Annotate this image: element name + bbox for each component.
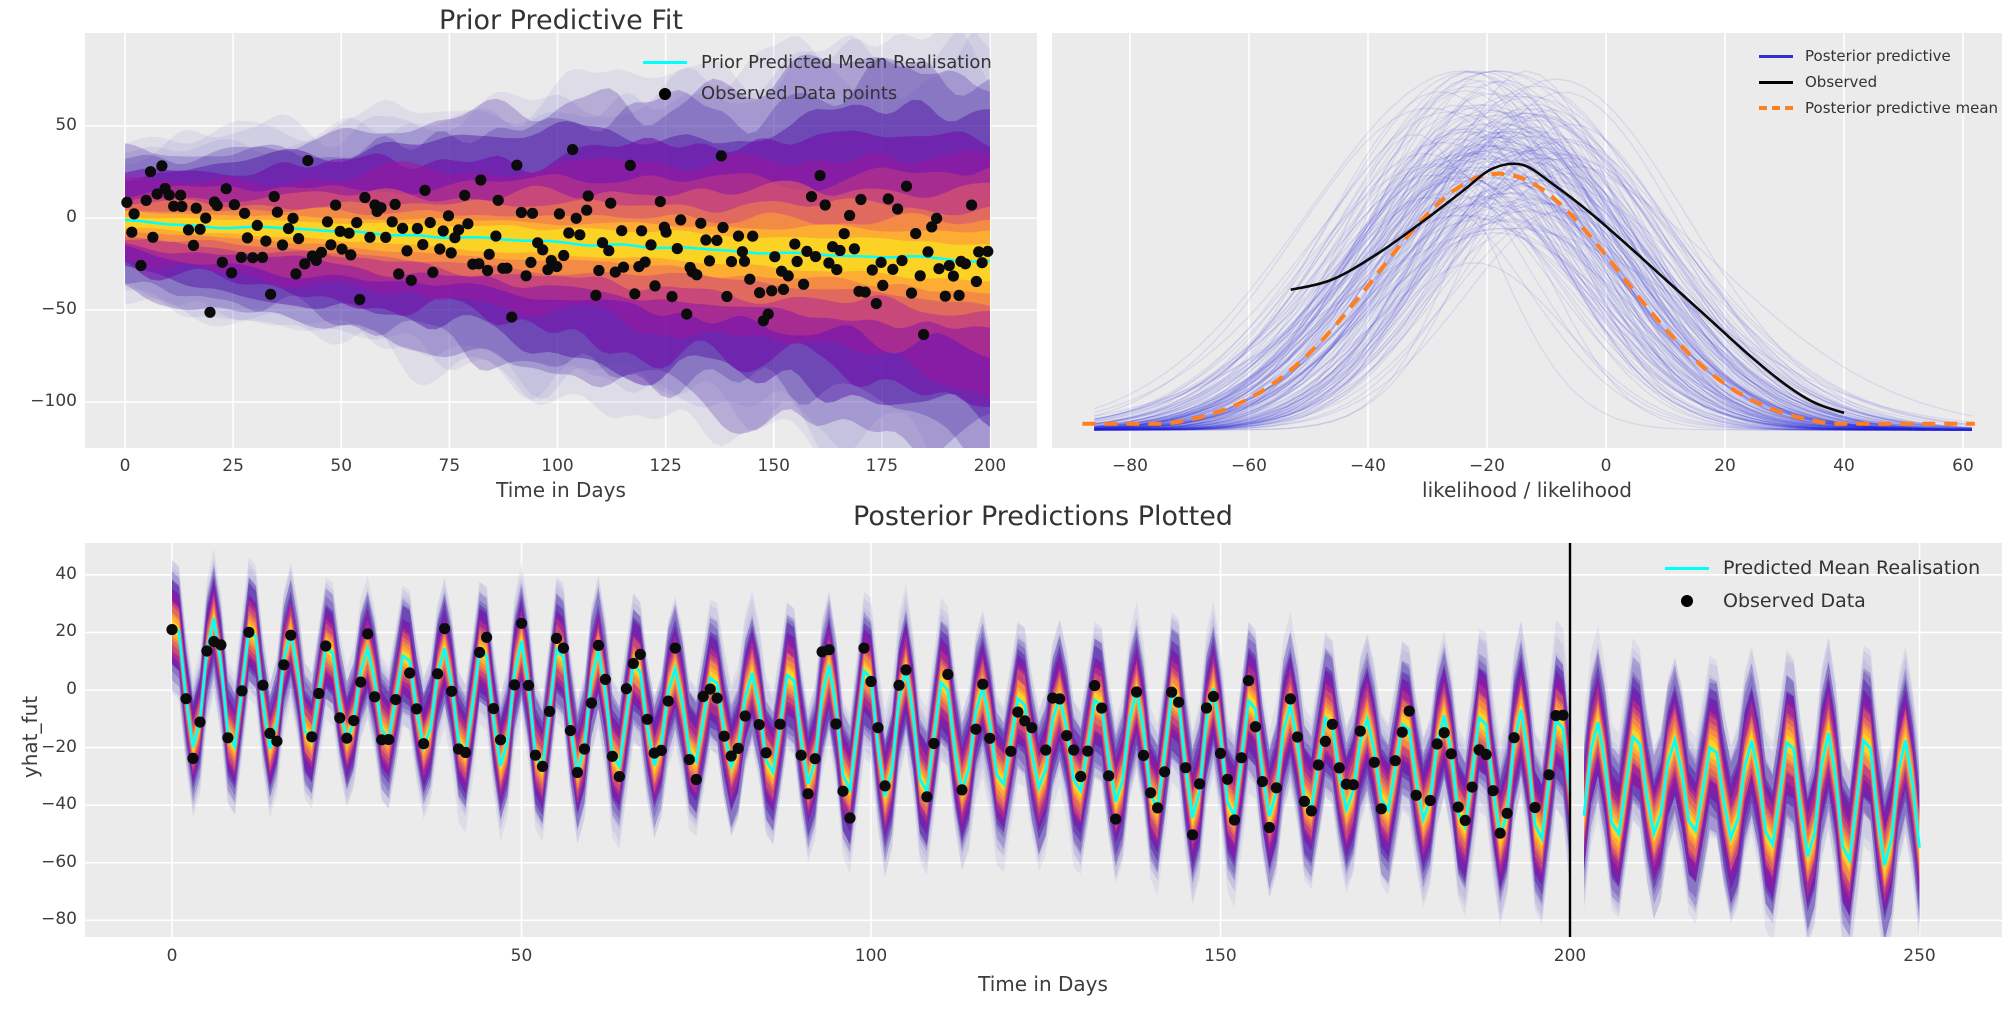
posterior-observed-points: [166, 617, 1569, 841]
legend-row: Posterior predictive mean: [1759, 99, 1998, 117]
x-tick-label: −40: [1350, 456, 1386, 476]
x-tick-label: −60: [1231, 456, 1267, 476]
x-tick-label: 40: [1833, 456, 1855, 476]
x-tick-label: 0: [119, 456, 131, 476]
posterior-legend: Predicted Mean Realisation Observed Data: [1665, 557, 1980, 612]
legend-row: Predicted Mean Realisation: [1665, 557, 1980, 579]
x-tick-label: 200: [1553, 946, 1587, 966]
prior-fit-xlabel: Time in Days: [496, 478, 626, 502]
x-tick-label: 125: [649, 456, 682, 476]
posterior-xlabel: Time in Days: [978, 972, 1108, 996]
posterior-fan: [166, 548, 1921, 937]
x-tick-label: 100: [541, 456, 574, 476]
x-tick-label: 60: [1952, 456, 1974, 476]
posterior-predictions-title: Posterior Predictions Plotted: [853, 501, 1233, 532]
x-tick-label: 200: [973, 456, 1007, 476]
x-tick-label: 250: [1903, 946, 1936, 966]
y-tick-label: −60: [41, 851, 77, 872]
gridlines: [1129, 33, 1964, 448]
y-tick-label: −20: [41, 736, 77, 757]
x-tick-label: 175: [865, 456, 899, 476]
prior-mean-line-swatch: [643, 61, 687, 64]
predicted-mean-line: [1582, 722, 1921, 866]
observed-dot-swatch: [659, 87, 671, 100]
x-tick-label: −20: [1469, 456, 1505, 476]
legend-label: Posterior predictive mean: [1805, 99, 1999, 117]
x-tick-label: 75: [438, 456, 461, 476]
prior-fit-title: Prior Predictive Fit: [439, 5, 683, 36]
legend-row: Observed Data: [1665, 590, 1980, 612]
legend-label: Predicted Mean Realisation: [1723, 557, 1981, 579]
posterior-predictive-curves: [1082, 70, 1975, 431]
posterior-predictive-swatch: [1759, 54, 1793, 58]
y-tick-label: −50: [41, 299, 77, 319]
legend-label: Observed: [1805, 73, 1878, 91]
legend-row: Posterior predictive: [1759, 47, 1998, 65]
legend-label: Observed Data points: [701, 83, 898, 104]
legend-row: Prior Predicted Mean Realisation: [643, 52, 992, 73]
x-tick-label: 25: [222, 456, 244, 476]
x-tick-label: 100: [854, 946, 888, 966]
predicted-mean-line-swatch: [1665, 566, 1709, 570]
density-xlabel: likelihood / likelihood: [1422, 478, 1632, 502]
y-tick-label: 40: [55, 563, 77, 584]
legend-label: Observed Data: [1723, 590, 1866, 612]
x-tick-label: 50: [510, 946, 533, 966]
x-tick-label: 0: [1600, 456, 1612, 476]
y-tick-label: −40: [41, 794, 77, 815]
prior-observed-points: [121, 144, 994, 341]
prior-mean-line: [124, 218, 991, 263]
posterior-mean-dash-swatch: [1759, 106, 1793, 110]
x-tick-label: 20: [1714, 456, 1736, 476]
y-tick-label: −100: [30, 391, 77, 411]
prior-fit-fan: [121, 33, 994, 448]
x-tick-label: −80: [1112, 456, 1148, 476]
y-tick-label: 50: [55, 115, 77, 135]
x-tick-label: 150: [1204, 946, 1237, 966]
x-tick-label: 0: [166, 946, 178, 966]
legend-label: Prior Predicted Mean Realisation: [701, 52, 992, 73]
y-tick-label: 0: [66, 679, 77, 699]
legend-row: Observed Data points: [643, 83, 992, 104]
y-tick-label: 0: [66, 207, 77, 227]
y-tick-label: −80: [41, 909, 77, 930]
prior-fit-legend: Prior Predicted Mean Realisation Observe…: [643, 52, 992, 104]
y-tick-label: 20: [55, 621, 77, 642]
density-legend: Posterior predictive Observed Posterior …: [1759, 47, 1998, 117]
legend-label: Posterior predictive: [1805, 47, 1951, 65]
legend-row: Observed: [1759, 73, 1998, 91]
observed-line-swatch: [1759, 80, 1793, 84]
observed-data-dot-swatch: [1681, 595, 1693, 607]
x-tick-label: 50: [330, 456, 353, 476]
observed-density-line: [1290, 162, 1845, 415]
x-tick-label: 150: [757, 456, 790, 476]
